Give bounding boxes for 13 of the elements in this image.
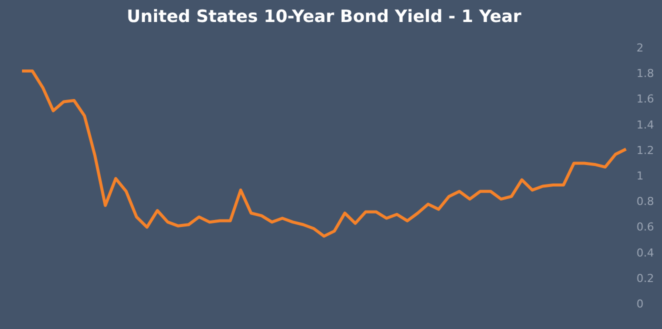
y-tick-label: 0.6 (636, 220, 654, 234)
y-tick-label: 0.4 (636, 246, 654, 260)
y-tick-label: 0 (636, 298, 644, 310)
y-tick-label: 0.8 (636, 195, 654, 208)
chart-title: United States 10-Year Bond Yield - 1 Year (126, 7, 522, 27)
y-tick-label: 1 (636, 170, 644, 182)
y-tick-label: 1.6 (636, 92, 654, 106)
y-tick-label: 1.4 (636, 118, 654, 132)
y-tick-label: 2 (636, 42, 644, 54)
y-tick-label: 1.2 (636, 144, 654, 157)
y-tick-label: 0.2 (636, 272, 654, 285)
y-tick-label: 1.8 (636, 67, 654, 80)
line-series (20, 70, 628, 238)
